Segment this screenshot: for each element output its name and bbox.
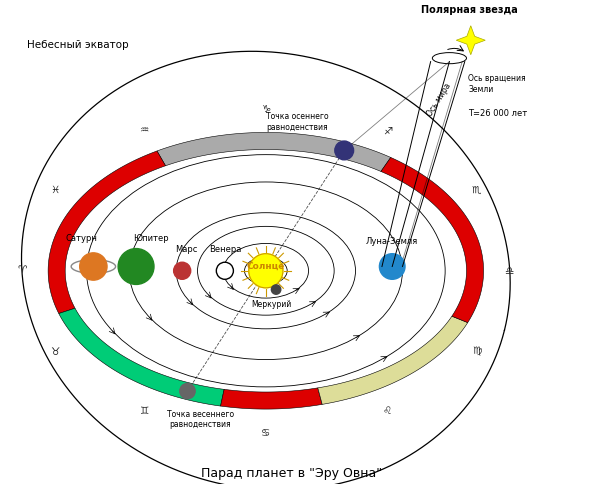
Text: ♌: ♌ [383, 406, 392, 416]
Text: Ось мира: Ось мира [425, 82, 453, 118]
Polygon shape [221, 388, 322, 409]
Circle shape [271, 285, 281, 294]
Text: Ось вращения
Земли: Ось вращения Земли [468, 75, 526, 94]
Polygon shape [456, 26, 485, 55]
Text: ♉: ♉ [50, 347, 60, 357]
Polygon shape [381, 157, 484, 322]
Circle shape [249, 254, 283, 288]
Polygon shape [318, 316, 468, 404]
Polygon shape [48, 151, 166, 314]
Circle shape [173, 262, 191, 280]
Polygon shape [157, 132, 391, 171]
Circle shape [118, 248, 154, 284]
Text: ♊: ♊ [140, 406, 149, 416]
Text: ♏: ♏ [472, 185, 481, 195]
Text: Сатурн: Сатурн [66, 234, 98, 244]
Text: ♐: ♐ [383, 125, 392, 135]
Text: ♈: ♈ [18, 266, 27, 276]
Text: Меркурий: Меркурий [251, 300, 292, 309]
Text: ♓: ♓ [50, 185, 60, 195]
Circle shape [379, 254, 405, 280]
Text: Венера: Венера [209, 244, 241, 254]
Polygon shape [59, 308, 224, 406]
Text: Марс: Марс [175, 244, 197, 254]
Text: Небесный экватор: Небесный экватор [27, 39, 129, 50]
Text: ♋: ♋ [261, 428, 271, 438]
Text: Луна-Земля: Луна-Земля [366, 237, 418, 246]
Text: ♑: ♑ [261, 104, 271, 113]
Text: Юпитер: Юпитер [134, 234, 169, 243]
Circle shape [180, 383, 195, 399]
Text: ♎: ♎ [505, 266, 514, 276]
Text: Точка осеннего
равноденствия: Точка осеннего равноденствия [266, 112, 329, 131]
Circle shape [335, 141, 353, 160]
Text: ♒: ♒ [140, 125, 149, 135]
Text: ♍: ♍ [472, 347, 481, 357]
Text: Точка весеннего
равноденствия: Точка весеннего равноденствия [167, 410, 234, 429]
Circle shape [80, 253, 107, 280]
Text: Солнце: Солнце [247, 262, 285, 271]
Circle shape [217, 262, 233, 280]
Text: Т=26 000 лет: Т=26 000 лет [468, 109, 527, 117]
Text: Парад планет в "Эру Овна": Парад планет в "Эру Овна" [201, 468, 382, 481]
Text: Полярная звезда: Полярная звезда [421, 4, 517, 15]
